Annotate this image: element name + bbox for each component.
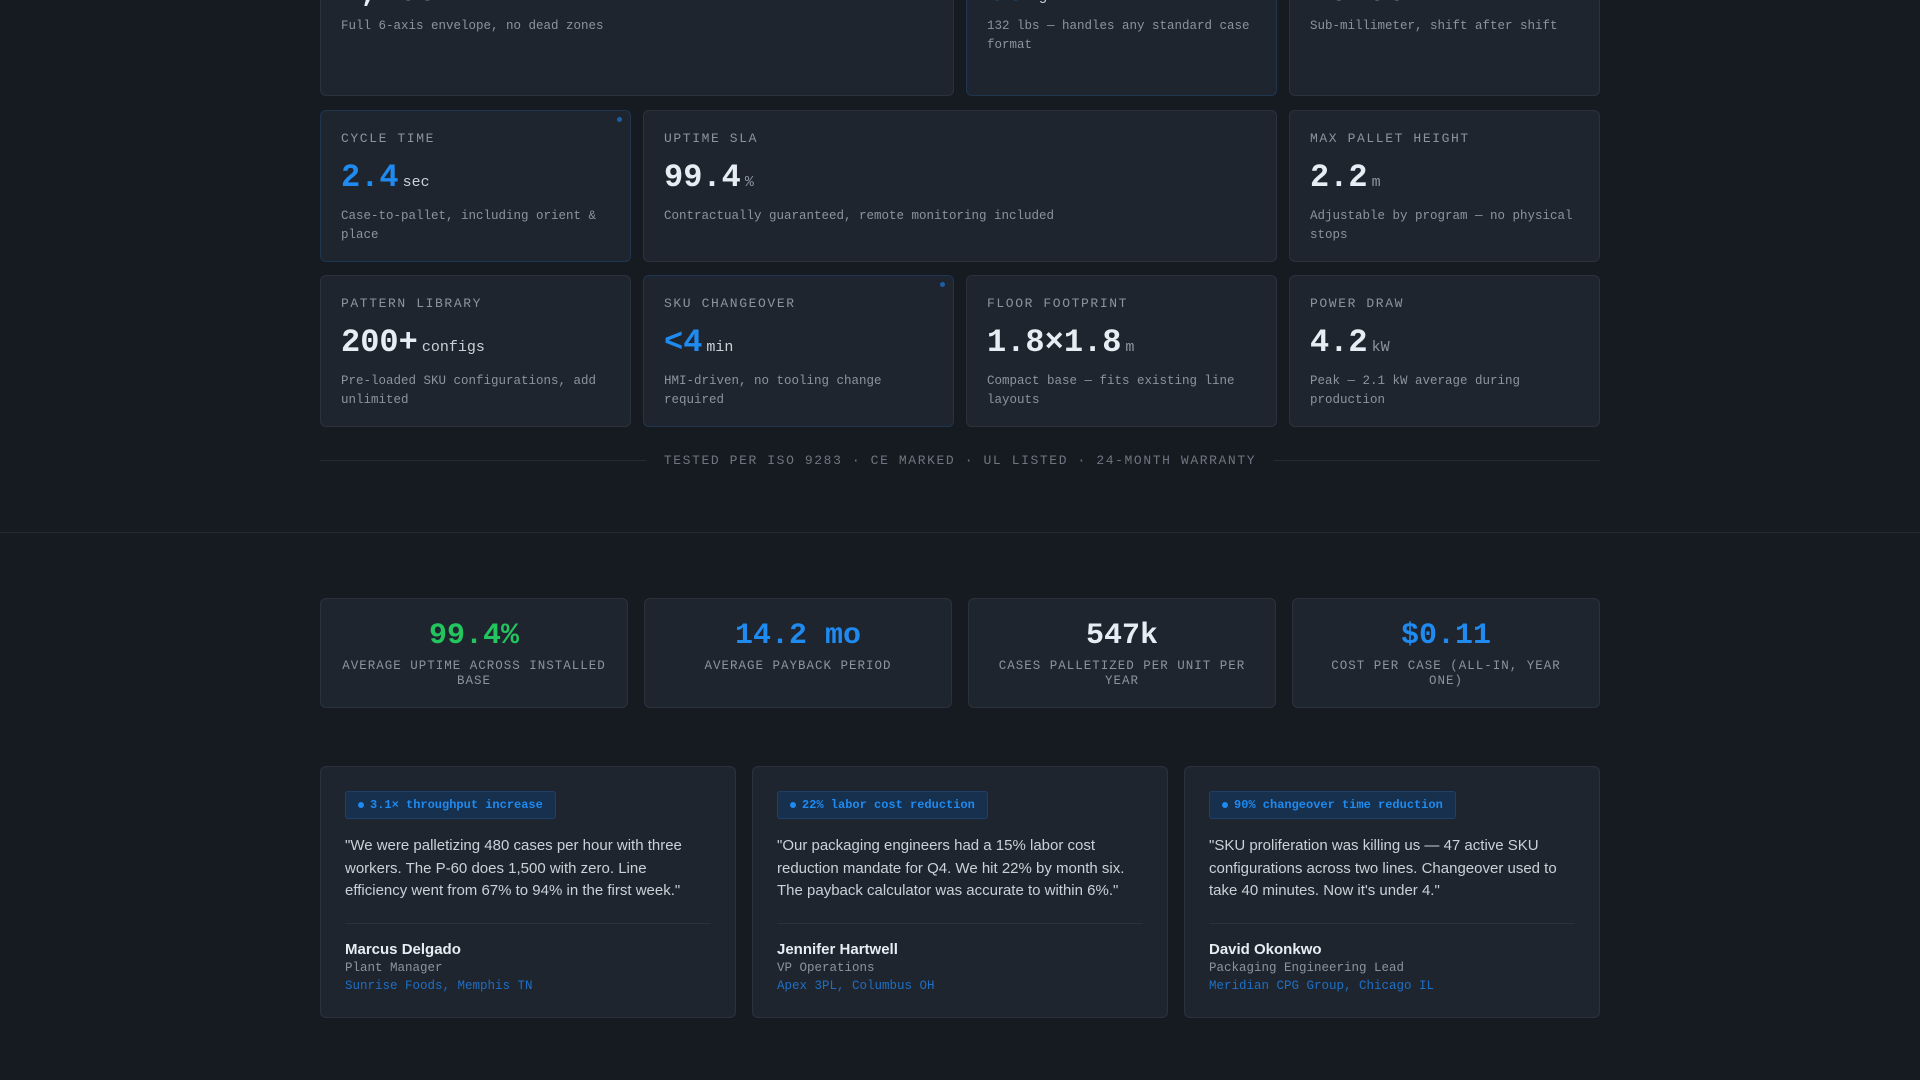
stat-value: $0.11 xyxy=(1400,619,1491,653)
stat-cost-per-case: $0.11 COST PER CASE (ALL-IN, YEAR ONE) xyxy=(1292,598,1600,708)
spec-label: SKU CHANGEOVER xyxy=(664,296,796,311)
testimonial-card: 3.1× throughput increase "We were pallet… xyxy=(320,766,736,1018)
stat-value: 547k xyxy=(1085,619,1158,653)
stat-value: 14.2 mo xyxy=(734,619,862,653)
stat-label: CASES PALLETIZED PER UNIT PER YEAR xyxy=(998,659,1246,688)
spec-label: MAX PALLET HEIGHT xyxy=(1310,131,1470,146)
author-company: Meridian CPG Group, Chicago IL xyxy=(1209,979,1435,993)
stat-uptime: 99.4% AVERAGE UPTIME ACROSS INSTALLED BA… xyxy=(320,598,628,708)
spec-value: 200+ configs xyxy=(341,324,485,361)
spec-label: CYCLE TIME xyxy=(341,131,436,146)
spec-card-sku-changeover: SKU CHANGEOVER <4 min HMI-driven, no tool… xyxy=(643,275,954,427)
cert-rule-left xyxy=(320,459,646,461)
badge-text: 22% labor cost reduction xyxy=(802,798,975,812)
spec-desc: 132 lbs — handles any standard case form… xyxy=(987,19,1250,52)
testimonial-author: Jennifer Hartwell VP Operations Apex 3PL… xyxy=(777,941,935,995)
section-divider xyxy=(0,532,1920,533)
spec-card-reach: 2,700mm Full 6-axis envelope, no dead zo… xyxy=(320,0,954,96)
spec-card-power-draw: POWER DRAW 4.2 kW Peak — 2.1 kW average d… xyxy=(1289,275,1600,427)
author-name: Marcus Delgado xyxy=(345,941,461,958)
stat-label: COST PER CASE (ALL-IN, YEAR ONE) xyxy=(1331,659,1561,688)
stat-label: AVERAGE PAYBACK PERIOD xyxy=(704,659,892,673)
highlight-dot-icon xyxy=(940,282,945,287)
spec-desc: Full 6-axis envelope, no dead zones xyxy=(341,19,604,33)
spec-value: 99.4% xyxy=(664,159,754,196)
spec-value: 2,700mm xyxy=(341,0,459,10)
spec-value: 60kg xyxy=(987,0,1047,10)
spec-desc: Pre-loaded SKU configurations, add unlim… xyxy=(341,374,597,407)
stat-label: AVERAGE UPTIME ACROSS INSTALLED BASE xyxy=(342,659,606,688)
badge-text: 3.1× throughput increase xyxy=(370,798,543,812)
testimonial-author: Marcus Delgado Plant Manager Sunrise Foo… xyxy=(345,941,533,995)
author-role: VP Operations xyxy=(777,961,875,975)
spec-value: 2.2 m xyxy=(1310,159,1381,196)
testimonial-card: 90% changeover time reduction "SKU proli… xyxy=(1184,766,1600,1018)
highlight-dot-icon xyxy=(617,117,622,122)
badge-text: 90% changeover time reduction xyxy=(1234,798,1443,812)
badge-dot-icon xyxy=(358,802,364,808)
testimonial-quote: "SKU proliferation was killing us — 47 a… xyxy=(1209,837,1557,899)
spec-value: 4.2 kW xyxy=(1310,324,1390,361)
spec-label: FLOOR FOOTPRINT xyxy=(987,296,1129,311)
result-badge: 3.1× throughput increase xyxy=(345,791,556,819)
testimonial-quote: "Our packaging engineers had a 15% labor… xyxy=(777,837,1125,899)
spec-value: 2.4 sec xyxy=(341,159,430,196)
testimonial-divider xyxy=(777,923,1143,924)
spec-label: PATTERN LIBRARY xyxy=(341,296,483,311)
testimonial-card: 22% labor cost reduction "Our packaging … xyxy=(752,766,1168,1018)
certification-line: TESTED PER ISO 9283 · CE MARKED · UL LIS… xyxy=(320,450,1600,470)
spec-desc: Sub-millimeter, shift after shift xyxy=(1310,19,1558,33)
spec-card-repeatability: ±0.06mm Sub-millimeter, shift after shif… xyxy=(1289,0,1600,96)
result-badge: 22% labor cost reduction xyxy=(777,791,988,819)
spec-label: POWER DRAW xyxy=(1310,296,1405,311)
spec-card-floor-footprint: FLOOR FOOTPRINT 1.8×1.8 m Compact base — … xyxy=(966,275,1277,427)
spec-card-payload: 60kg 132 lbs — handles any standard case… xyxy=(966,0,1277,96)
badge-dot-icon xyxy=(1222,802,1228,808)
cert-rule-right xyxy=(1274,459,1600,461)
certification-text: TESTED PER ISO 9283 · CE MARKED · UL LIS… xyxy=(663,452,1257,468)
spec-desc: Compact base — fits existing line layout… xyxy=(987,374,1235,407)
spec-card-pattern-library: PATTERN LIBRARY 200+ configs Pre-loaded S… xyxy=(320,275,631,427)
spec-value: <4 min xyxy=(664,324,734,361)
spec-value: 1.8×1.8 m xyxy=(987,324,1135,361)
spec-desc: Contractually guaranteed, remote monitor… xyxy=(664,209,1055,223)
author-company: Apex 3PL, Columbus OH xyxy=(777,979,935,993)
spec-card-uptime-sla: UPTIME SLA 99.4% Contractually guarantee… xyxy=(643,110,1277,262)
spec-value: ±0.06mm xyxy=(1310,0,1428,10)
testimonial-author: David Okonkwo Packaging Engineering Lead… xyxy=(1209,941,1434,995)
spec-desc: Case-to-pallet, including orient & place xyxy=(341,209,597,242)
spec-desc: Adjustable by program — no physical stop… xyxy=(1310,209,1573,242)
spec-card-max-pallet-height: MAX PALLET HEIGHT 2.2 m Adjustable by pro… xyxy=(1289,110,1600,262)
badge-dot-icon xyxy=(790,802,796,808)
spec-label: UPTIME SLA xyxy=(664,131,759,146)
testimonial-divider xyxy=(1209,923,1575,924)
result-badge: 90% changeover time reduction xyxy=(1209,791,1456,819)
spec-desc: Peak — 2.1 kW average during production xyxy=(1310,374,1521,407)
testimonial-quote: "We were palletizing 480 cases per hour … xyxy=(345,837,682,899)
author-role: Plant Manager xyxy=(345,961,443,975)
author-role: Packaging Engineering Lead xyxy=(1209,961,1405,975)
stat-cases-per-year: 547k CASES PALLETIZED PER UNIT PER YEAR xyxy=(968,598,1276,708)
spec-desc: HMI-driven, no tooling change required xyxy=(664,374,882,407)
spec-card-cycle-time: CYCLE TIME 2.4 sec Case-to-pallet, includ… xyxy=(320,110,631,262)
stat-value: 99.4% xyxy=(428,619,519,653)
testimonial-divider xyxy=(345,923,711,924)
author-company: Sunrise Foods, Memphis TN xyxy=(345,979,533,993)
stat-payback: 14.2 mo AVERAGE PAYBACK PERIOD xyxy=(644,598,952,708)
author-name: David Okonkwo xyxy=(1209,941,1322,958)
author-name: Jennifer Hartwell xyxy=(777,941,898,958)
